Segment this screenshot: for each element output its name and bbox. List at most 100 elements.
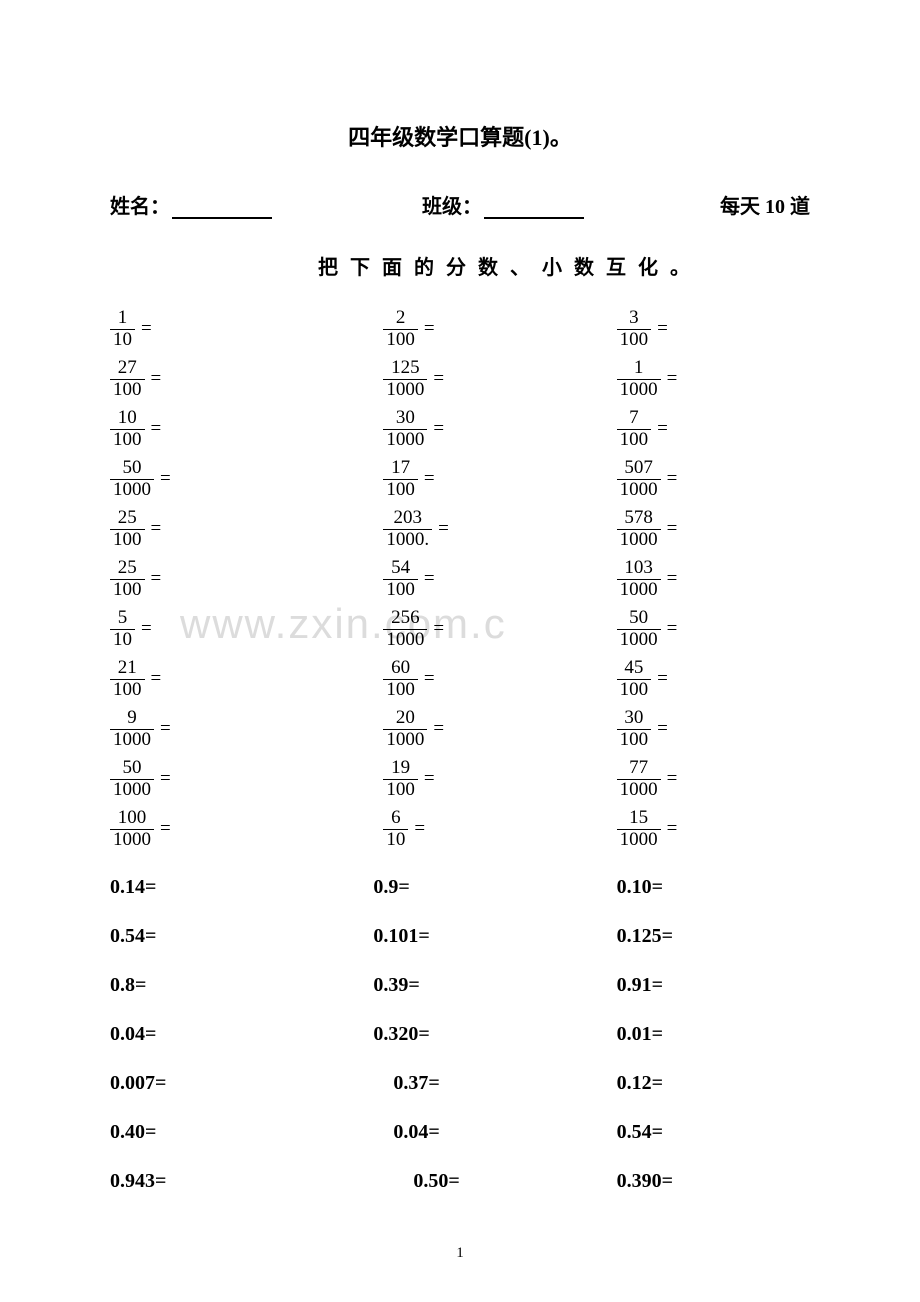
fraction-numerator: 7 [626, 408, 642, 429]
equals-sign: = [667, 368, 678, 390]
fraction-denominator: 1000 [617, 379, 661, 401]
fraction-cell: 27100 = [110, 354, 343, 404]
fraction-numerator: 5 [115, 608, 131, 629]
fraction-denominator: 1000 [110, 479, 154, 501]
fraction-numerator: 9 [124, 708, 140, 729]
fraction-denominator: 1000 [383, 629, 427, 651]
fraction-cell: 510= [110, 604, 343, 654]
fraction-numerator: 6 [388, 808, 404, 829]
fraction-denominator: 1000 [383, 429, 427, 451]
class-label-text: 班级： [422, 196, 482, 218]
fraction-cell: 54100 = [343, 554, 576, 604]
equals-sign: = [657, 718, 668, 740]
fraction: 5781000 [617, 508, 661, 551]
fraction: 2100 [383, 308, 418, 351]
equals-sign: = [424, 768, 435, 790]
fraction-numerator: 21 [115, 658, 140, 679]
fraction-cell: 11000 = [577, 354, 810, 404]
equals-sign: = [160, 768, 171, 790]
fraction-numerator: 54 [388, 558, 413, 579]
daily-note: 每天 10 道 [720, 190, 810, 219]
fraction-cell: 5781000= [577, 504, 810, 554]
fraction-cell: 110= [110, 304, 343, 354]
fraction-denominator: 1000 [617, 529, 661, 551]
fraction-numerator: 10 [115, 408, 140, 429]
fraction: 3100 [617, 308, 652, 351]
fraction: 5071000 [617, 458, 661, 501]
fraction: 501000 [617, 608, 661, 651]
fraction-denominator: 100 [383, 679, 418, 701]
decimal-cell: 0.04= [110, 1023, 343, 1046]
fraction: 2031000. [383, 508, 432, 551]
fraction-numerator: 50 [120, 758, 145, 779]
fraction: 10100 [110, 408, 145, 451]
equals-sign: = [160, 718, 171, 740]
fraction-numerator: 3 [626, 308, 642, 329]
fraction-cell: 45100= [577, 654, 810, 704]
fraction: 60100 [383, 658, 418, 701]
decimal-cell: 0.01= [577, 1023, 810, 1046]
fraction-cell: 501000= [110, 454, 343, 504]
fraction: 91000 [110, 708, 154, 751]
fraction-numerator: 19 [388, 758, 413, 779]
fraction-numerator: 100 [115, 808, 150, 829]
decimal-cell: 0.8= [110, 974, 343, 997]
fraction-numerator: 2 [393, 308, 409, 329]
fraction: 19100 [383, 758, 418, 801]
equals-sign: = [151, 418, 162, 440]
fraction-numerator: 103 [621, 558, 656, 579]
page-number: 1 [456, 1245, 464, 1262]
equals-sign: = [424, 568, 435, 590]
decimal-cell: 0.943= [110, 1170, 343, 1193]
fraction: 11000 [617, 358, 661, 401]
decimal-cell: 0.390= [577, 1170, 810, 1193]
fraction-cell: 301000= [343, 404, 576, 454]
equals-sign: = [433, 718, 444, 740]
equals-sign: = [433, 418, 444, 440]
fraction: 45100 [617, 658, 652, 701]
fraction: 610 [383, 808, 408, 851]
decimal-cell: 0.14= [110, 876, 343, 899]
fraction-denominator: 1000 [617, 479, 661, 501]
fraction-cell: 25100= [110, 554, 343, 604]
fraction: 110 [110, 308, 135, 351]
fraction-cell: 5071000= [577, 454, 810, 504]
fraction-denominator: 100 [110, 379, 145, 401]
decimal-cell: 0.54= [110, 925, 343, 948]
equals-sign: = [667, 818, 678, 840]
fraction-numerator: 20 [393, 708, 418, 729]
equals-sign: = [151, 368, 162, 390]
equals-sign: = [151, 668, 162, 690]
decimal-cell: 0.04= [343, 1121, 576, 1144]
equals-sign: = [433, 618, 444, 640]
decimal-cell: 0.007= [110, 1072, 343, 1095]
fraction-cell: 21100 = [110, 654, 343, 704]
fraction-denominator: 10 [110, 329, 135, 351]
fractions-grid: 110=2100=3100=27100=1251000=11000=10100=… [110, 304, 810, 854]
decimal-cell: 0.12= [577, 1072, 810, 1095]
equals-sign: = [667, 568, 678, 590]
equals-sign: = [657, 318, 668, 340]
fraction-numerator: 125 [388, 358, 423, 379]
fraction-denominator: 10 [383, 829, 408, 851]
equals-sign: = [667, 618, 678, 640]
equals-sign: = [151, 518, 162, 540]
fraction-numerator: 30 [621, 708, 646, 729]
fraction-cell: 1251000= [343, 354, 576, 404]
equals-sign: = [438, 518, 449, 540]
decimal-cell: 0.54= [577, 1121, 810, 1144]
fraction-denominator: 100 [383, 329, 418, 351]
fraction: 54100 [383, 558, 418, 601]
fraction: 25100 [110, 558, 145, 601]
fraction: 27100 [110, 358, 145, 401]
equals-sign: = [424, 318, 435, 340]
decimal-cell: 0.101= [343, 925, 576, 948]
decimal-cell: 0.50= [343, 1170, 576, 1193]
equals-sign: = [424, 468, 435, 490]
decimals-grid: 0.14=0.9=0.10=0.54=0.101=0.125=0.8=0.39=… [110, 876, 810, 1193]
fraction-denominator: 100 [110, 679, 145, 701]
fraction-cell: 19100 = [343, 754, 576, 804]
fraction-numerator: 15 [626, 808, 651, 829]
decimal-cell: 0.40= [110, 1121, 343, 1144]
fraction-cell: 3100= [577, 304, 810, 354]
